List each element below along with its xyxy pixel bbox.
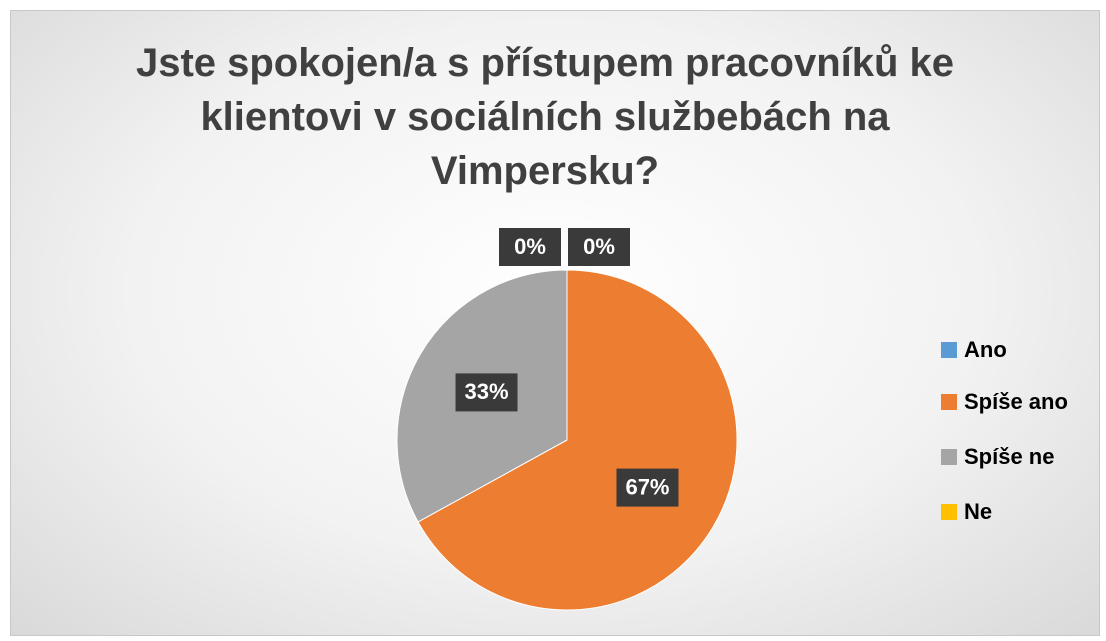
legend-swatch	[941, 449, 957, 465]
pie-slice	[417, 269, 738, 611]
data-label: 0%	[583, 234, 615, 259]
legend-label: Spíše ano	[964, 389, 1068, 414]
legend-swatch	[941, 342, 957, 358]
chart-title: Jste spokojen/a s přístupem pracovníků k…	[135, 41, 955, 193]
data-label-box	[616, 468, 679, 507]
legend-swatch	[941, 504, 957, 520]
legend-label: Ne	[964, 499, 992, 524]
data-label-box	[568, 228, 630, 266]
data-label: 0%	[514, 234, 546, 259]
data-label-box	[499, 228, 561, 266]
data-label: 33%	[464, 379, 508, 404]
legend-label: Spíše ne	[964, 444, 1054, 469]
data-label: 67%	[625, 474, 669, 499]
legend-swatch	[941, 394, 957, 410]
legend-label: Ano	[964, 337, 1007, 362]
data-label-box	[455, 373, 518, 412]
